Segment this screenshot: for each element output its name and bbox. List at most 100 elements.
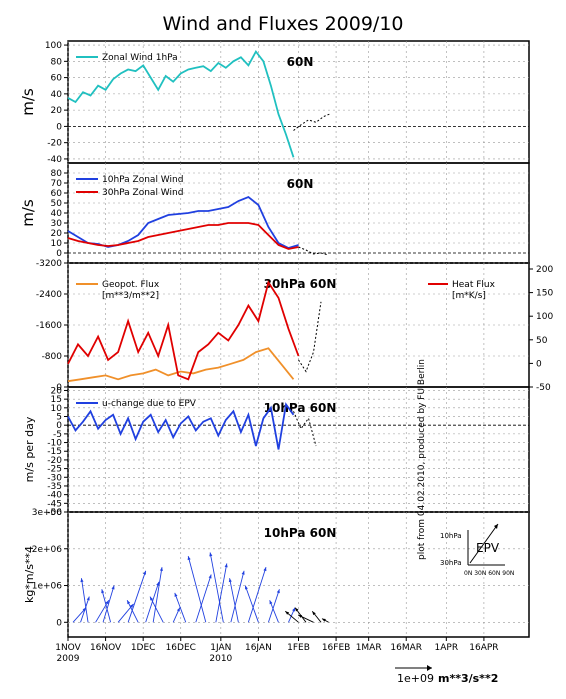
y2-tick-label: 200 bbox=[536, 265, 553, 275]
epv-vector-head bbox=[105, 600, 109, 605]
forecast-line bbox=[298, 301, 322, 373]
epv-vector-head bbox=[292, 607, 296, 612]
panel-label: 10hPa 60N bbox=[264, 526, 337, 540]
legend-label: Geopot. Flux bbox=[102, 280, 160, 290]
y-tick-label: -40 bbox=[47, 155, 62, 165]
x-tick-label: 1APR bbox=[435, 643, 459, 653]
y-tick-label: -45 bbox=[47, 499, 62, 509]
epv-vector bbox=[145, 581, 160, 623]
epv-vector-head bbox=[209, 552, 213, 557]
epv-vector bbox=[209, 552, 224, 623]
forecast-line bbox=[298, 246, 329, 256]
epv-vector-head bbox=[187, 556, 191, 561]
epv-vector bbox=[80, 578, 89, 623]
y-tick-label: 0 bbox=[56, 249, 62, 259]
series-line bbox=[67, 49, 295, 158]
y-tick-label: 80 bbox=[51, 169, 63, 179]
y-tick-label: 0 bbox=[56, 122, 62, 132]
y-tick-label: -10 bbox=[47, 439, 62, 449]
x-tick-label: 16NOV bbox=[90, 643, 122, 653]
legend-label: 10hPa Zonal Wind bbox=[102, 175, 183, 185]
chart-title: Wind and Fluxes 2009/10 bbox=[162, 13, 403, 35]
series-line bbox=[67, 280, 300, 381]
x-tick-label: 1DEC bbox=[131, 643, 156, 653]
epv-vector-head bbox=[224, 563, 228, 568]
epv-vector bbox=[101, 589, 112, 623]
epv-vector bbox=[80, 596, 90, 623]
x-tick-label: 16MAR bbox=[390, 643, 422, 653]
epv-vector bbox=[95, 600, 110, 623]
y-tick-label: -50 bbox=[47, 508, 62, 518]
epv-vector-head bbox=[269, 600, 273, 605]
epv-vector bbox=[269, 600, 279, 623]
y-tick-label: -2400 bbox=[36, 290, 62, 300]
y-tick-label: -15 bbox=[47, 447, 62, 457]
epv-vector bbox=[229, 578, 239, 623]
x-tick-label: 16JAN bbox=[245, 643, 272, 653]
y-tick-label: 0 bbox=[56, 421, 62, 431]
epv-vector bbox=[152, 567, 163, 623]
x-tick-label: 1JAN bbox=[210, 643, 231, 653]
panel-label: 10hPa 60N bbox=[264, 401, 337, 415]
inset-ylabel: 30hPa bbox=[440, 559, 462, 567]
epv-vector-head bbox=[176, 607, 180, 612]
panel-label: 60N bbox=[287, 177, 314, 191]
epv-vector bbox=[187, 556, 207, 623]
legend-label: u-change due to EPV bbox=[102, 399, 197, 409]
epv-vector-head bbox=[111, 585, 115, 590]
y-tick-label: 20 bbox=[51, 106, 63, 116]
forecast-line bbox=[293, 411, 317, 447]
y2-tick-label: -50 bbox=[536, 383, 551, 393]
forecast-line bbox=[293, 112, 332, 131]
epv-vector-head bbox=[86, 596, 90, 601]
y-tick-label: 1e+06 bbox=[32, 582, 63, 592]
y2-tick-label: 150 bbox=[536, 289, 553, 299]
scale-value: 1e+09 bbox=[397, 672, 434, 685]
y-tick-label: 20 bbox=[51, 386, 63, 396]
y-tick-label: 100 bbox=[45, 41, 62, 51]
epv-vector-head bbox=[150, 596, 154, 601]
series-line bbox=[67, 402, 295, 450]
y-tick-label: -3200 bbox=[36, 259, 62, 269]
y-tick-label: -5 bbox=[53, 430, 62, 440]
legend-unit: [m**3/m**2] bbox=[102, 291, 159, 301]
epv-vector bbox=[149, 596, 164, 623]
y-tick-label: 80 bbox=[51, 57, 63, 67]
y-tick-label: 2e+06 bbox=[32, 545, 63, 555]
y-tick-label: -800 bbox=[42, 352, 63, 362]
epv-vector-head bbox=[228, 578, 232, 583]
y-tick-label: 10 bbox=[51, 404, 63, 414]
legend-label: Zonal Wind 1hPa bbox=[102, 53, 178, 63]
y-tick-label: 20 bbox=[51, 229, 63, 239]
panel-3: -3200 -2400 -1600 -800 0 30hPa 60N -50 0 50 100 15… bbox=[36, 259, 554, 393]
epv-vector-head bbox=[245, 585, 248, 590]
y-tick-label: -1600 bbox=[36, 321, 62, 331]
epv-vector bbox=[247, 567, 267, 623]
y-tick-label: 60 bbox=[51, 189, 63, 199]
epv-vector-head bbox=[159, 567, 163, 571]
y-tick-label: 70 bbox=[51, 179, 63, 189]
forecast-vector-head bbox=[298, 614, 303, 618]
y-tick-label: 15 bbox=[51, 395, 62, 405]
series-line bbox=[67, 222, 299, 250]
epv-vector-head bbox=[174, 592, 178, 597]
forecast-vector-head bbox=[322, 618, 326, 622]
epv-vector-head bbox=[143, 570, 146, 575]
x-tick-label: 1MAR bbox=[356, 643, 382, 653]
x-tick-label: 1FEB bbox=[287, 643, 310, 653]
y-axis-label: m/s bbox=[19, 88, 37, 116]
panel-label: 60N bbox=[287, 55, 314, 69]
x-tick-label: 16APR bbox=[469, 643, 498, 653]
panel-5: 0 1e+06 2e+06 3e+06 kg*m/s**4 10hPa 60N 10hPa 3… bbox=[23, 508, 530, 638]
y-tick-label: 30 bbox=[51, 219, 63, 229]
y-tick-label: 50 bbox=[51, 199, 63, 209]
x-year-label: 2009 bbox=[57, 654, 80, 664]
epv-vector bbox=[195, 574, 212, 623]
panel-1: -40 -20 0 20 40 60 80 100 m/s 60N Zonal Wind 1hPa bbox=[19, 40, 530, 165]
epv-vector-head bbox=[156, 581, 160, 586]
inset-arrow bbox=[469, 523, 499, 564]
epv-vector bbox=[244, 585, 259, 623]
epv-vector bbox=[268, 589, 280, 623]
y2-tick-label: 50 bbox=[536, 336, 548, 346]
